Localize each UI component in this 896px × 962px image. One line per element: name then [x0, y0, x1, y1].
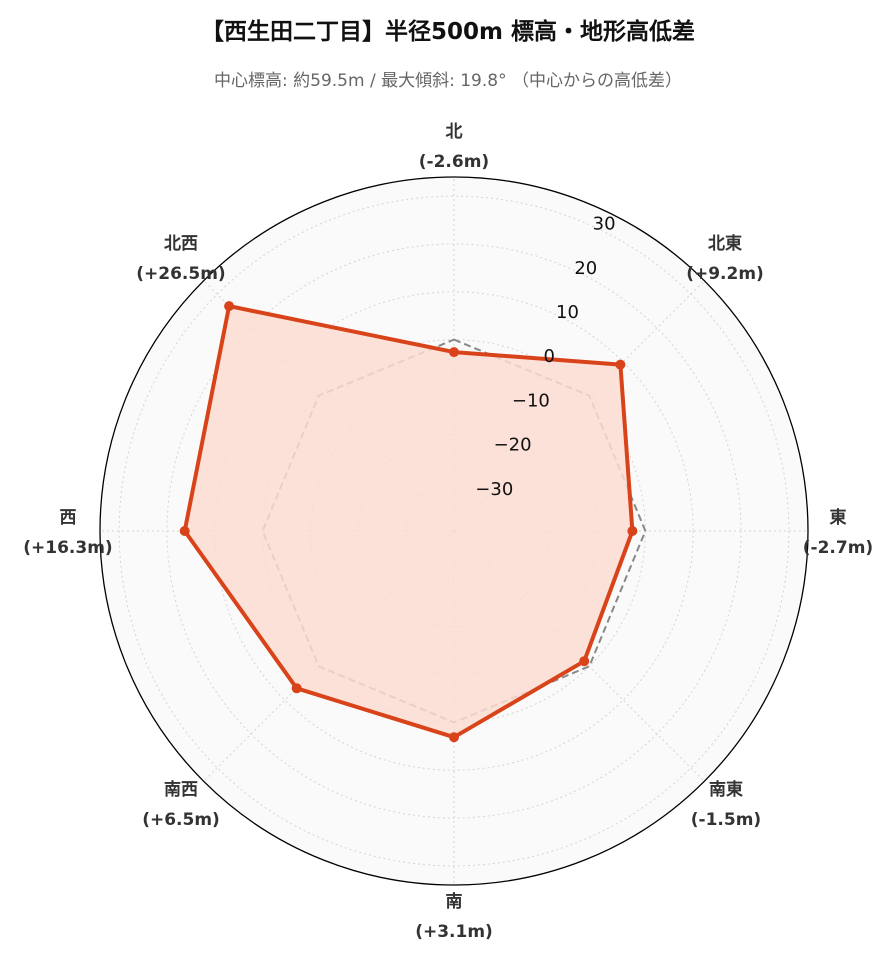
series-area	[184, 306, 633, 738]
direction-label: 北西	[164, 234, 198, 254]
r-tick-label: 30	[593, 214, 616, 235]
direction-label: 南東	[709, 779, 743, 800]
direction-value-label: (+3.1m)	[415, 922, 493, 942]
direction-value-label: (+26.5m)	[136, 264, 225, 284]
chart-title: 【西生田二丁目】半径500m 標高・地形高低差	[201, 19, 695, 45]
grid-ring	[118, 195, 790, 867]
direction-value-label: (+6.5m)	[142, 810, 220, 830]
data-point	[291, 683, 302, 694]
data-point	[224, 301, 235, 312]
direction-label: 北	[446, 122, 463, 142]
data-point	[449, 732, 459, 743]
data-point	[627, 526, 638, 536]
direction-label: 南	[446, 891, 463, 912]
r-tick-label: 10	[556, 302, 579, 323]
direction-value-label: (+16.3m)	[23, 538, 112, 558]
direction-label: 西	[60, 508, 77, 528]
data-point	[615, 359, 626, 370]
direction-value-label: (+9.2m)	[686, 264, 764, 284]
plot-border	[99, 176, 809, 886]
r-tick-label: −10	[512, 390, 550, 411]
direction-value-label: (-2.6m)	[419, 152, 489, 172]
grid-ring	[166, 243, 742, 819]
direction-label: 東	[830, 507, 847, 528]
direction-label: 北東	[708, 233, 742, 254]
direction-value-label: (-1.5m)	[691, 810, 761, 830]
direction-label: 南西	[164, 779, 198, 800]
direction-value-label: (-2.7m)	[803, 538, 873, 558]
r-tick-label: 20	[574, 258, 597, 279]
data-point	[579, 656, 590, 667]
data-point	[179, 526, 190, 536]
data-point	[449, 347, 459, 358]
r-tick-label: 0	[543, 346, 554, 367]
chart-subtitle: 中心標高: 約59.5m / 最大傾斜: 19.8° （中心からの高低差）	[214, 71, 682, 91]
r-tick-label: −20	[494, 435, 532, 456]
r-tick-label: −30	[475, 479, 513, 500]
